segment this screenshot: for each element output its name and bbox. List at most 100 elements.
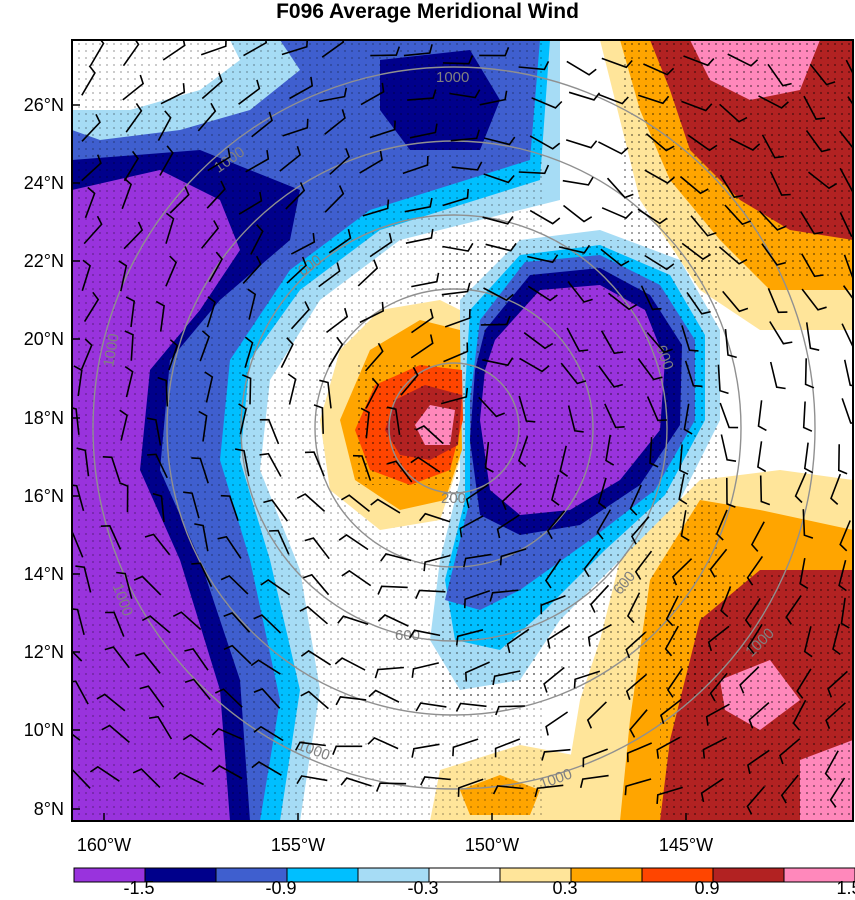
- wind-barb: [841, 398, 853, 424]
- wind-barb: [89, 765, 120, 782]
- wind-barb: [442, 55, 474, 65]
- wind-barb: [72, 608, 85, 635]
- wind-barb: [184, 678, 211, 701]
- wind-barb: [104, 646, 130, 669]
- wind-barb: [116, 571, 133, 599]
- wind-barb: [720, 586, 732, 618]
- lat-label-16n: 16°N: [23, 486, 64, 506]
- wind-barb: [780, 774, 799, 804]
- wind-barb: [757, 441, 767, 473]
- lat-label-24n: 24°N: [23, 173, 64, 193]
- wind-barb: [318, 87, 348, 103]
- wind-barb: [119, 409, 129, 441]
- wind-barb: [779, 738, 801, 765]
- wind-barb: [183, 491, 200, 519]
- wind-barb: [457, 778, 484, 797]
- wind-barb: [719, 402, 739, 429]
- wind-barb: [506, 628, 530, 654]
- wind-barb: [598, 365, 624, 388]
- wind-barb: [707, 625, 730, 652]
- wind-barb: [803, 626, 813, 658]
- wind-barb: [739, 666, 760, 694]
- wind-barb: [132, 768, 161, 788]
- wind-barb: [123, 150, 139, 182]
- wind-barb: [671, 558, 693, 586]
- wind-barb: [387, 460, 413, 483]
- wind-barb: [719, 174, 744, 199]
- wind-barb: [644, 254, 675, 271]
- wind-barb: [72, 680, 89, 705]
- wind-barb: [152, 492, 165, 523]
- wind-barb: [709, 672, 728, 702]
- wind-barb: [720, 434, 737, 462]
- wind-barb: [287, 373, 297, 405]
- wind-barb: [368, 689, 400, 703]
- wind-barb: [337, 615, 369, 625]
- wind-barb: [214, 688, 243, 708]
- colorbar-label-2: -0.3: [407, 878, 439, 898]
- wind-barb: [245, 149, 270, 173]
- wind-barb: [531, 97, 563, 109]
- wind-barb: [420, 776, 451, 786]
- wind-barb: [452, 738, 479, 757]
- wind-barb: [238, 403, 248, 435]
- colorbar-label-1: -0.9: [265, 878, 297, 898]
- wind-barb: [761, 243, 787, 266]
- wind-barb: [724, 329, 737, 359]
- wind-barb: [683, 403, 693, 435]
- wind-barb: [746, 749, 770, 774]
- wind-barb: [119, 482, 129, 513]
- wind-barb: [568, 91, 601, 101]
- wind-barb: [409, 629, 441, 639]
- wind-barb: [204, 371, 214, 403]
- wind-barb: [253, 688, 281, 709]
- wind-barb: [304, 537, 330, 560]
- shading-vortex-negative: [440, 240, 720, 700]
- wind-barb: [157, 376, 169, 407]
- wind-barb: [529, 209, 561, 225]
- wind-barb: [304, 451, 325, 477]
- wind-barb: [123, 221, 144, 250]
- wind-barb: [450, 129, 480, 142]
- wind-barb: [492, 670, 521, 686]
- wind-barb: [89, 40, 105, 67]
- wind-barb: [646, 331, 673, 354]
- wind-barb: [527, 285, 558, 302]
- wind-barb: [587, 624, 612, 647]
- wind-barb: [244, 336, 254, 368]
- wind-barb: [441, 282, 471, 296]
- wind-barb: [523, 332, 554, 350]
- wind-barb: [839, 520, 851, 552]
- map-title: F096 Average Meridional Wind: [276, 0, 579, 23]
- wind-barb: [629, 484, 642, 516]
- wind-barb: [645, 133, 675, 152]
- wind-barb: [169, 186, 190, 214]
- wind-barb: [799, 557, 809, 590]
- wind-barb: [100, 524, 122, 550]
- wind-barb: [839, 130, 853, 150]
- wind-barb: [769, 321, 793, 345]
- wind-barb: [165, 212, 175, 244]
- wind-barb: [550, 474, 560, 506]
- wind-barb: [649, 437, 659, 468]
- wind-barb: [544, 558, 562, 589]
- wind-barb: [529, 135, 561, 150]
- wind-barb: [758, 210, 787, 231]
- wind-barb: [800, 211, 824, 235]
- wind-barb: [802, 509, 814, 539]
- wind-barb: [386, 406, 401, 436]
- wind-barb: [543, 666, 565, 693]
- wind-barb: [600, 330, 624, 355]
- wind-barb: [838, 560, 847, 592]
- wind-barb: [199, 330, 211, 362]
- wind-barb: [803, 95, 826, 120]
- wind-barb: [364, 342, 384, 372]
- wind-barb: [223, 644, 252, 665]
- wind-barb: [518, 164, 550, 175]
- wind-barb: [72, 650, 83, 662]
- wind-barb: [560, 362, 587, 385]
- wind-barb: [296, 493, 326, 512]
- wind-barb: [656, 786, 683, 804]
- wind-barb: [482, 357, 514, 367]
- wind-barb: [318, 262, 341, 288]
